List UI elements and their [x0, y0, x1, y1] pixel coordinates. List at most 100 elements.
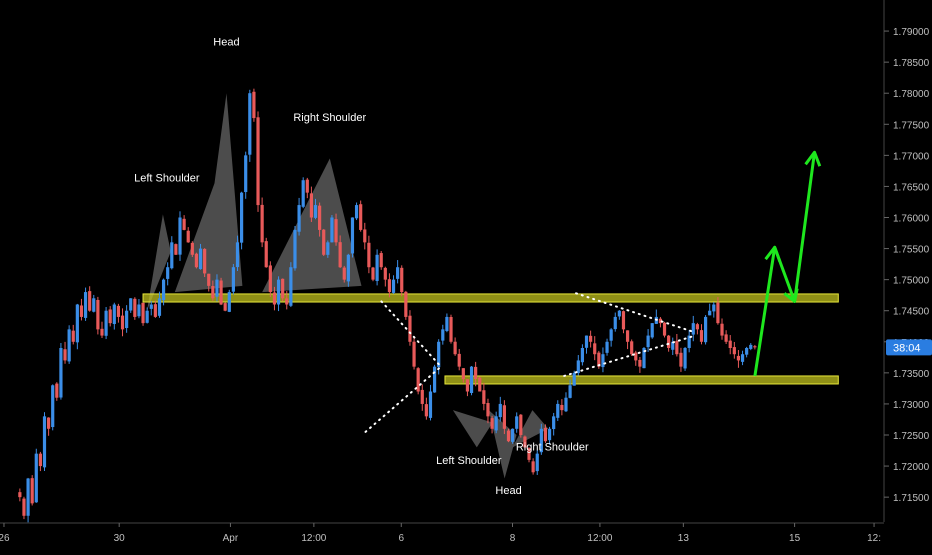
candle-body	[141, 302, 145, 324]
candle-body	[416, 368, 420, 392]
candle-body	[26, 478, 30, 516]
candle-body	[576, 360, 580, 374]
x-tick-label: 12:00	[587, 533, 612, 544]
candle-body	[383, 267, 387, 280]
candle-body	[198, 248, 203, 270]
candle-body	[182, 218, 186, 230]
candle-body	[441, 329, 445, 341]
candle-body	[42, 416, 47, 468]
y-tick-label: 1.73000	[893, 400, 930, 411]
candle-body	[601, 354, 605, 368]
candle-body	[613, 316, 617, 330]
y-tick-label: 1.77000	[893, 151, 930, 162]
candle-body	[523, 436, 527, 448]
candle-body	[387, 279, 392, 293]
candle-body	[363, 229, 367, 243]
arrowhead-icon	[764, 245, 782, 262]
candle-body	[276, 279, 281, 305]
candle-body	[330, 217, 334, 243]
candle-body	[55, 383, 59, 398]
candle-body	[671, 341, 675, 350]
candle-body	[248, 93, 252, 155]
x-tick-label: 13	[678, 533, 690, 544]
candle-body	[252, 91, 256, 119]
candle-body	[675, 341, 679, 355]
candle-body	[211, 286, 215, 299]
candle-body	[691, 323, 695, 335]
candle-body	[260, 204, 264, 243]
candle-body	[740, 354, 745, 362]
candle-body	[244, 155, 248, 193]
candle-body	[391, 279, 396, 293]
candle-body	[502, 405, 506, 429]
candle-body	[59, 348, 63, 398]
candle-body	[342, 267, 346, 280]
candle-body	[625, 330, 630, 342]
candle-body	[589, 335, 593, 342]
candle-body	[350, 217, 355, 254]
trend-dotted-line	[563, 334, 697, 377]
candle-body	[432, 366, 437, 393]
candle-body	[547, 428, 552, 441]
candle-body	[449, 316, 453, 342]
candle-body	[215, 279, 219, 297]
candle-body	[749, 344, 753, 349]
y-tick-label: 1.76000	[893, 214, 930, 225]
candle-body	[18, 492, 22, 498]
candle-body	[367, 242, 371, 268]
y-tick-label: 1.77500	[893, 120, 930, 131]
candle-body	[174, 244, 178, 255]
candle-body	[396, 267, 400, 279]
y-tick-label: 1.78000	[893, 89, 930, 100]
candle-body	[617, 310, 621, 317]
candle-body	[687, 335, 691, 348]
annotation-label: Left Shoulder	[436, 455, 502, 467]
candle-body	[556, 403, 560, 418]
candle-body	[695, 324, 699, 330]
candle-body	[149, 304, 153, 309]
y-tick-label: 1.74500	[893, 307, 930, 318]
candle-body	[404, 291, 408, 317]
support-zone	[444, 375, 839, 385]
candle-body	[125, 310, 129, 329]
annotation-label: Right Shoulder	[516, 442, 589, 454]
candle-body	[219, 280, 223, 305]
candle-body	[720, 323, 724, 336]
candle-body	[712, 304, 716, 312]
candle-body	[486, 402, 490, 417]
candle-body	[301, 180, 305, 207]
candle-body	[482, 390, 486, 404]
candle-body	[227, 292, 231, 312]
candle-body	[264, 241, 268, 268]
x-tick-label: 8	[510, 533, 516, 544]
x-tick-label: 6	[398, 533, 404, 544]
candle-body	[313, 205, 318, 218]
candle-body	[145, 310, 149, 323]
candle-body	[699, 330, 704, 342]
candle-body	[568, 385, 572, 398]
candle-body	[297, 205, 301, 232]
candle-body	[153, 304, 157, 317]
candle-body	[207, 273, 211, 286]
candle-body	[170, 242, 174, 269]
candle-body	[474, 366, 478, 380]
arrowhead-icon	[804, 150, 822, 167]
candle-body	[753, 346, 757, 348]
candle-body	[133, 298, 137, 317]
candle-body	[100, 328, 104, 336]
candle-body	[30, 478, 34, 504]
pattern-triangle	[452, 410, 493, 448]
candle-body	[634, 352, 638, 361]
candle-body	[724, 334, 728, 342]
candle-body	[63, 349, 67, 361]
candle-body	[318, 205, 322, 230]
current-price-tag	[886, 339, 932, 356]
candle-body	[543, 427, 548, 442]
arrowhead-icon	[783, 288, 799, 303]
projection-arrow-path	[753, 152, 816, 377]
resistance-zone	[142, 293, 839, 303]
candle-body	[223, 303, 227, 311]
x-tick-label: 26	[0, 533, 10, 544]
